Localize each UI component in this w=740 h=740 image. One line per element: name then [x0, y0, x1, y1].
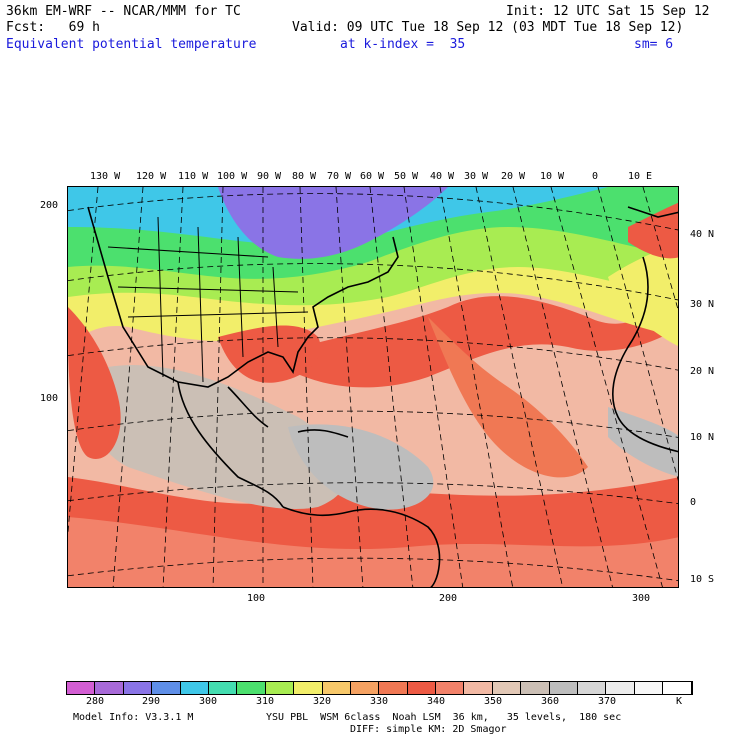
lat-label: 0: [690, 497, 697, 508]
colorbar-swatch: [265, 682, 295, 694]
level-index: at k-index = 35: [340, 37, 466, 52]
colorbar-label: 360: [541, 696, 560, 707]
smoothing-value: sm= 6: [634, 37, 674, 52]
colorbar-swatch: [549, 682, 579, 694]
lon-label: 30 W: [464, 171, 489, 182]
map-svg: [68, 187, 678, 587]
model-info: Model Info: V3.3.1 M: [73, 712, 194, 723]
colorbar-swatch: [634, 682, 664, 694]
thetae-warm-us-east: [218, 325, 321, 383]
colorbar-label: 290: [142, 696, 161, 707]
colorbar-swatch: [379, 682, 408, 694]
coastlines: [87, 206, 678, 587]
thetae-band-violet: [218, 187, 448, 259]
grid-label-y: 200: [40, 200, 59, 211]
lon-label: 100 W: [217, 171, 248, 182]
colorbar-swatch: [521, 682, 550, 694]
thetae-band-atlantic: [268, 296, 678, 388]
colorbar-swatch: [180, 682, 209, 694]
colorbar-label: 350: [484, 696, 503, 707]
thetae-grey-gulf: [90, 365, 347, 509]
lon-label: 20 W: [501, 171, 526, 182]
lon-label: 90 W: [257, 171, 282, 182]
forecast-hour: Fcst: 69 h: [6, 20, 100, 35]
grid-label-x: 100: [247, 593, 266, 604]
lon-label: 50 W: [394, 171, 419, 182]
colorbar-swatch: [606, 682, 635, 694]
grid-label-x: 200: [439, 593, 458, 604]
lat-label: 10 S: [690, 574, 715, 585]
colorbar-swatch: [407, 682, 437, 694]
physics-info: YSU PBL WSM 6class Noah LSM 36 km, 35 le…: [266, 712, 622, 723]
colorbar-swatch: [322, 682, 351, 694]
lat-label: 10 N: [690, 432, 715, 443]
init-time: Init: 12 UTC Sat 15 Sep 12: [506, 4, 710, 19]
valid-time: Valid: 09 UTC Tue 18 Sep 12 (03 MDT Tue …: [292, 20, 684, 35]
colorbar-units: K: [676, 696, 683, 707]
lon-label: 130 W: [90, 171, 121, 182]
colorbar-swatch: [663, 682, 692, 694]
state-borders: [107, 216, 309, 383]
colorbar-label: 300: [199, 696, 218, 707]
map-panel: [67, 186, 679, 588]
lon-label: 80 W: [292, 171, 317, 182]
lon-label: 120 W: [136, 171, 167, 182]
field-name: Equivalent potential temperature: [6, 37, 257, 52]
lon-label: 10 W: [540, 171, 565, 182]
colorbar-label: 340: [427, 696, 446, 707]
colorbar-swatch: [67, 682, 96, 694]
thetae-grey-east: [608, 407, 678, 477]
thetae-iberia-warm: [628, 202, 678, 259]
graticule: [68, 187, 678, 587]
thetae-band-pacific: [68, 307, 121, 459]
colorbar-label: 320: [313, 696, 332, 707]
lat-label: 30 N: [690, 299, 715, 310]
lon-label: 60 W: [360, 171, 385, 182]
colorbar-swatch: [152, 682, 181, 694]
lon-label: 10 E: [628, 171, 653, 182]
colorbar-label: 330: [370, 696, 389, 707]
colorbar-swatch: [208, 682, 238, 694]
lat-label: 40 N: [690, 229, 715, 240]
colorbar-swatch: [123, 682, 153, 694]
colorbar-label: 310: [256, 696, 275, 707]
lat-label: 20 N: [690, 366, 715, 377]
colorbar-swatch: [492, 682, 522, 694]
colorbar-swatch: [95, 682, 124, 694]
lon-label: 40 W: [430, 171, 455, 182]
colorbar-swatch: [294, 682, 323, 694]
thetae-band-south-inner: [68, 517, 678, 587]
lon-label: 0: [592, 171, 599, 182]
colorbar-swatch: [436, 682, 465, 694]
colorbar-swatch: [464, 682, 493, 694]
thetae-band-midatlantic: [428, 317, 588, 478]
colorbar-swatch: [350, 682, 380, 694]
diffusion-info: DIFF: simple KM: 2D Smagor: [350, 724, 507, 735]
colorbar-swatch: [237, 682, 266, 694]
thetae-africa-warm: [608, 242, 678, 346]
lon-label: 70 W: [327, 171, 352, 182]
grid-label-y: 100: [40, 393, 59, 404]
colorbar-label: 370: [598, 696, 617, 707]
thetae-grey-caribbean: [288, 424, 434, 510]
colorbar-swatch: [578, 682, 607, 694]
grid-label-x: 300: [632, 593, 651, 604]
model-title: 36km EM-WRF -- NCAR/MMM for TC: [6, 4, 241, 19]
lon-label: 110 W: [178, 171, 209, 182]
colorbar-label: 280: [86, 696, 105, 707]
colorbar: [66, 681, 693, 695]
